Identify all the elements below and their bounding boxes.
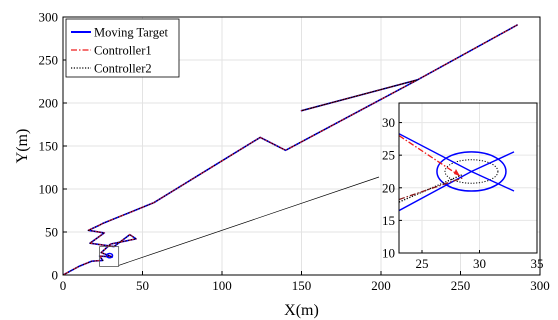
inset-axes-frame (398, 102, 538, 254)
inset-ticks: 25 30 35 10 15 20 25 30 (382, 115, 544, 271)
inset-y-tick-label: 30 (382, 115, 395, 130)
inset-controller2-ellipse (444, 159, 499, 184)
main-ticks: 0 50 100 150 200 250 300 0 50 100 150 200 250 300 (39, 10, 550, 294)
y-tick-label: 150 (39, 139, 59, 154)
x-axis-label: X(m) (284, 302, 319, 319)
inset-target-circle (436, 151, 507, 192)
zoom-inset: 25 30 35 10 15 20 25 30 (382, 102, 544, 271)
series-line-controller2 (63, 24, 518, 275)
legend-label: Controller1 (94, 44, 152, 58)
y-tick-label: 250 (39, 53, 59, 68)
y-tick-label: 300 (39, 10, 59, 25)
inset-y-tick-label: 25 (382, 148, 395, 163)
y-tick-label: 200 (39, 96, 59, 111)
y-tick-label: 50 (45, 225, 58, 240)
inset-y-tick-label: 15 (382, 213, 395, 228)
inset-x-tick-label: 35 (531, 256, 544, 271)
zoom-box (99, 246, 120, 267)
x-tick-label: 250 (451, 278, 471, 293)
x-tick-label: 50 (136, 278, 149, 293)
legend-box (65, 18, 180, 78)
inset-line-controller2 (399, 174, 463, 203)
main-plot-area (63, 23, 519, 275)
x-tick-label: 0 (60, 278, 67, 293)
x-tick-label: 100 (212, 278, 232, 293)
legend-label: Controller2 (94, 62, 152, 76)
inset-x-tick-label: 25 (416, 256, 429, 271)
x-tick-label: 300 (530, 278, 550, 293)
inset-y-tick-label: 10 (382, 246, 395, 261)
inset-line-moving-target (399, 170, 515, 212)
zoom-connector-line (118, 176, 380, 266)
inset-line-controller1 (399, 135, 461, 177)
inset-y-tick-label: 20 (382, 180, 395, 195)
x-tick-label: 200 (371, 278, 391, 293)
legend: Moving Target Controller1 Controller2 (65, 18, 180, 78)
y-tick-label: 0 (52, 268, 59, 283)
legend-label: Moving Target (94, 26, 169, 40)
inset-plot-area (399, 133, 515, 212)
inset-controller1-arrowhead (453, 169, 460, 177)
inset-x-tick-label: 30 (473, 256, 486, 271)
target-loop-marker (105, 252, 114, 259)
y-axis-label: Y(m) (14, 129, 31, 164)
inset-background (399, 103, 537, 253)
x-tick-label: 150 (292, 278, 312, 293)
y-tick-label: 100 (39, 182, 59, 197)
